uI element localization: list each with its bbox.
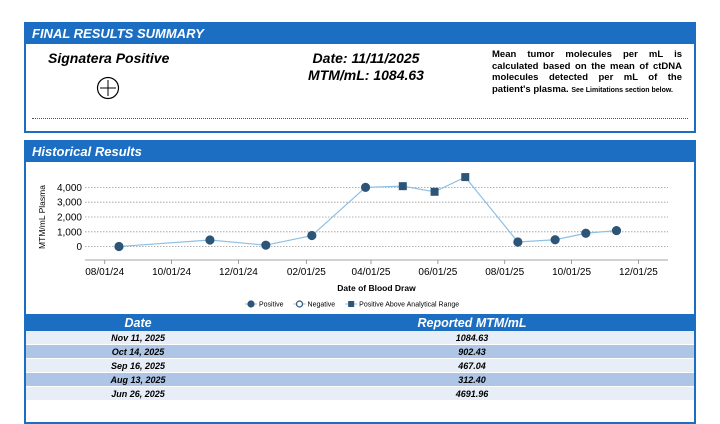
table-row: Oct 14, 2025 902.43 [26, 344, 694, 359]
x-tick-label: 04/01/25 [352, 267, 391, 278]
chart: 0 1,000 2,000 3,000 4,000 08/01/24 10/01/24 12/… [37, 173, 668, 309]
legend-label: Negative [308, 302, 336, 309]
point [611, 225, 622, 236]
section-title: FINAL RESULTS SUMMARY [26, 24, 694, 44]
point [261, 240, 271, 250]
point [205, 235, 215, 245]
point [430, 187, 439, 196]
legend-marker [348, 301, 355, 307]
legend-marker [247, 300, 255, 308]
data-line [118, 176, 617, 248]
table-cell: 902.43 [250, 344, 694, 359]
date: Date: 11/11/2025 [312, 50, 420, 66]
mtm: MTM/mL: 1084.63 [308, 67, 424, 83]
table-cell: 467.04 [250, 358, 694, 373]
result: Signatera Positive [48, 50, 170, 66]
table-cell: Jun 26, 2025 [26, 386, 251, 401]
legend-label: Positive [259, 302, 284, 309]
divider [32, 118, 688, 119]
results-table: Date Reported MTM/mL Nov 11, 2025 1084.63 Oc… [26, 314, 694, 401]
x-tick-label: 06/01/25 [418, 267, 457, 278]
column-header: Date [26, 314, 251, 331]
x-tick-label: 08/01/24 [85, 267, 124, 278]
point [307, 230, 317, 241]
point [360, 182, 371, 192]
note-text: Mean tumor molecules per mL is calculate… [492, 49, 682, 95]
point [581, 228, 591, 238]
date-mtm: Date: 11/11/2025 MTM/mL: 1084.63 [246, 50, 486, 84]
y-tick-label: 1,000 [57, 227, 82, 238]
summary-box: FINAL RESULTS SUMMARY Signatera Positive… [24, 22, 696, 133]
x-tick-label: 02/01/25 [287, 267, 326, 278]
table-cell: 1084.63 [250, 331, 694, 345]
y-tick-label: 3,000 [57, 198, 82, 209]
table-row: Sep 16, 2025 467.04 [26, 358, 694, 373]
x-tick-label: 12/01/25 [619, 267, 658, 278]
point [398, 182, 407, 191]
legend-label: Positive Above Analytical Range [359, 302, 459, 309]
note: Mean tumor molecules per mL is calculate… [492, 49, 682, 96]
y-tick-label: 4,000 [57, 183, 82, 194]
table-row: Jun 26, 2025 4691.96 [26, 386, 694, 401]
legend-marker [295, 300, 304, 308]
table-cell: Aug 13, 2025 [26, 372, 251, 387]
x-tick-label: 10/01/25 [552, 267, 591, 278]
table-cell: 4691.96 [250, 386, 694, 401]
table-header: Date Reported MTM/mL [26, 314, 694, 331]
table-row: Aug 13, 2025 312.40 [26, 372, 694, 387]
table-cell: 312.40 [250, 372, 694, 387]
point [550, 235, 560, 245]
table-cell: Nov 11, 2025 [26, 331, 251, 345]
x-tick-label: 10/01/24 [152, 267, 191, 278]
point [513, 237, 523, 247]
column-header: Reported MTM/mL [250, 314, 694, 331]
y-axis-label: MTM/mL Plasma [37, 185, 47, 249]
note-small: See Limitations section below. [571, 86, 673, 94]
point [114, 241, 124, 252]
y-tick-label: 2,000 [57, 213, 82, 224]
table-row: Nov 11, 2025 1084.63 [26, 331, 694, 345]
y-tick-label: 0 [76, 242, 82, 253]
section-title: Historical Results [26, 142, 694, 162]
point [461, 173, 470, 182]
history-box: Historical Results 0 1,000 2,000 3,000 4,000… [24, 140, 696, 424]
plus-icon [96, 76, 120, 100]
x-tick-label: 12/01/24 [219, 267, 258, 278]
table-cell: Sep 16, 2025 [26, 358, 251, 373]
table-cell: Oct 14, 2025 [26, 344, 251, 359]
x-axis-label: Date of Blood Draw [337, 283, 416, 293]
page: {"summary":{"title":"FINAL RESULTS SUMMA… [24, 22, 696, 424]
x-tick-label: 08/01/25 [485, 267, 524, 278]
